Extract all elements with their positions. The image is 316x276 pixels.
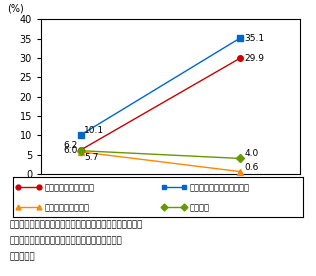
Text: 35.1: 35.1 [245, 34, 265, 43]
Text: 査研究」: 査研究」 [9, 253, 35, 262]
Text: 経済や地域産業に与えるインパクトに関する調: 経済や地域産業に与えるインパクトに関する調 [9, 237, 122, 246]
Text: 10.1: 10.1 [84, 126, 104, 135]
Text: 5.7: 5.7 [84, 153, 98, 162]
Text: 29.9: 29.9 [245, 54, 264, 63]
Text: (%): (%) [7, 3, 24, 13]
Text: 4.0: 4.0 [245, 149, 259, 158]
Text: 情報通信産業製造部門: 情報通信産業製造部門 [45, 183, 94, 192]
Text: 6.0: 6.0 [63, 146, 78, 155]
Text: 0.6: 0.6 [245, 163, 259, 172]
Text: 情報通信以外の産業: 情報通信以外の産業 [45, 203, 90, 212]
Text: 情報通信産業サービス部門: 情報通信産業サービス部門 [190, 183, 250, 192]
Text: （出典）総務省情報通信政策研究所「情報通信による地域: （出典）総務省情報通信政策研究所「情報通信による地域 [9, 221, 143, 230]
Text: 産業全体: 産業全体 [190, 203, 210, 212]
Text: 6.2: 6.2 [64, 141, 78, 150]
